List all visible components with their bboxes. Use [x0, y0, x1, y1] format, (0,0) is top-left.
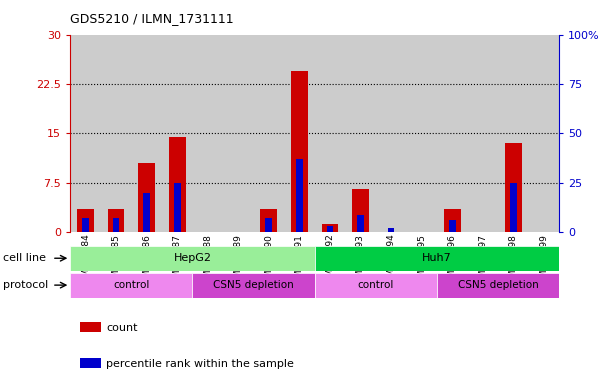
- Bar: [144, 193, 150, 232]
- Text: percentile rank within the sample: percentile rank within the sample: [106, 359, 295, 369]
- Text: HepG2: HepG2: [174, 253, 211, 263]
- Bar: [113, 218, 120, 232]
- Bar: [357, 215, 364, 232]
- Bar: [192, 273, 315, 298]
- Bar: [138, 163, 155, 232]
- Bar: [260, 209, 277, 232]
- Bar: [174, 183, 181, 232]
- Bar: [449, 220, 456, 232]
- Bar: [254, 35, 284, 232]
- Bar: [223, 35, 254, 232]
- Bar: [80, 322, 101, 332]
- Text: protocol: protocol: [3, 280, 48, 290]
- Bar: [388, 228, 395, 232]
- Text: CSN5 depletion: CSN5 depletion: [213, 280, 294, 290]
- Text: control: control: [357, 280, 394, 290]
- Bar: [169, 137, 186, 232]
- Bar: [444, 209, 461, 232]
- Text: control: control: [113, 280, 150, 290]
- Bar: [345, 35, 376, 232]
- Bar: [467, 35, 498, 232]
- Bar: [437, 273, 559, 298]
- Bar: [327, 227, 334, 232]
- Bar: [352, 189, 369, 232]
- Bar: [315, 246, 559, 271]
- Bar: [498, 35, 529, 232]
- Bar: [80, 358, 101, 368]
- Text: Huh7: Huh7: [422, 253, 452, 263]
- Bar: [510, 183, 517, 232]
- Text: cell line: cell line: [3, 253, 46, 263]
- Bar: [376, 35, 406, 232]
- Bar: [108, 209, 125, 232]
- Bar: [315, 35, 345, 232]
- Bar: [291, 71, 308, 232]
- Text: GDS5210 / ILMN_1731111: GDS5210 / ILMN_1731111: [70, 12, 234, 25]
- Bar: [131, 35, 162, 232]
- Bar: [315, 273, 437, 298]
- Bar: [321, 224, 338, 232]
- Bar: [77, 209, 94, 232]
- Bar: [505, 143, 522, 232]
- Bar: [162, 35, 192, 232]
- Bar: [529, 35, 559, 232]
- Bar: [82, 218, 89, 232]
- Bar: [266, 218, 273, 232]
- Bar: [192, 35, 223, 232]
- Bar: [437, 35, 467, 232]
- Bar: [406, 35, 437, 232]
- Bar: [70, 246, 315, 271]
- Text: count: count: [106, 323, 138, 333]
- Bar: [70, 273, 192, 298]
- Text: CSN5 depletion: CSN5 depletion: [458, 280, 538, 290]
- Bar: [296, 159, 303, 232]
- Bar: [284, 35, 315, 232]
- Bar: [70, 35, 101, 232]
- Bar: [101, 35, 131, 232]
